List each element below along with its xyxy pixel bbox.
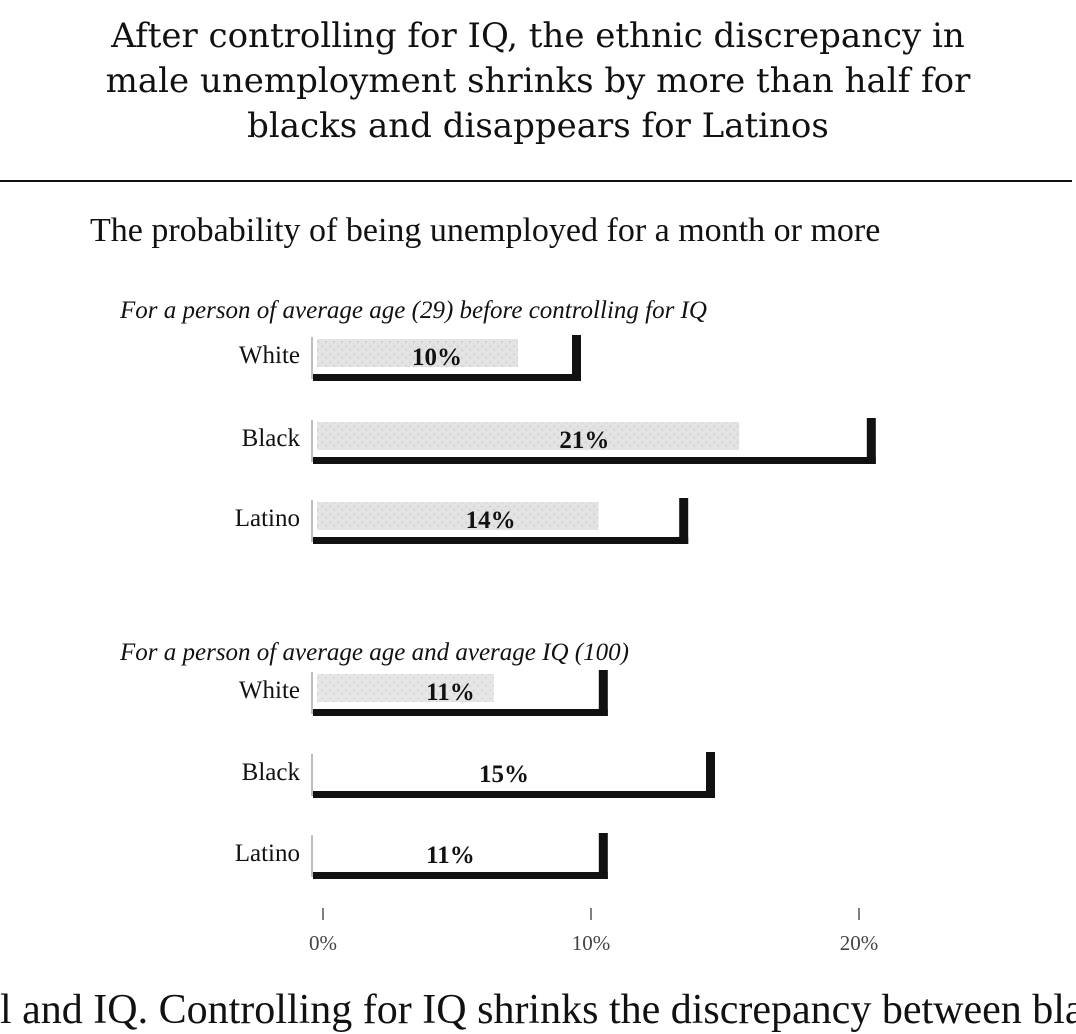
bar-row: Latino 11% [235,833,608,879]
bar-left-edge [311,672,313,714]
category-label: Black [242,425,301,452]
value-label: 21% [559,427,609,454]
bar-row: Black 21% [242,418,876,464]
bar-end-cap [866,418,876,464]
value-label: 11% [426,842,475,869]
bar-row: Black 15% [242,752,715,798]
bar-fill [317,339,518,367]
bar-left-edge [311,420,313,462]
value-label: 11% [426,679,475,706]
bar-fill [317,502,599,530]
category-label: White [239,342,300,369]
tick-label: 20% [840,931,879,955]
bar-group: For a person of average age and average … [119,639,715,879]
chart-headline: After controlling for IQ, the ethnic dis… [0,14,1076,149]
group-title: For a person of average age (29) before … [119,297,707,324]
bar [313,709,608,716]
bar-left-edge [311,754,313,796]
value-label: 10% [412,344,462,371]
bar-end-cap [598,670,608,716]
tick-label: 10% [572,931,611,955]
headline-line-1: After controlling for IQ, the ethnic dis… [111,16,965,56]
bar-end-cap [572,335,581,381]
bar-left-edge [311,835,313,877]
x-axis: 0% 10% 20% [309,908,878,955]
value-label: 15% [479,761,529,788]
bar-fill [317,422,740,450]
bar-end-cap [679,498,689,544]
category-label: White [239,677,300,704]
category-label: Latino [235,505,300,532]
category-label: Black [242,759,301,786]
group-title: For a person of average age and average … [119,639,629,666]
body-text-fragment: l and IQ. Controlling for IQ shrinks the… [0,987,1076,1033]
bar [313,791,715,798]
bar-fill [317,674,494,702]
tick-label: 0% [309,931,337,955]
bar-left-edge [311,500,313,542]
headline-line-2: male unemployment shrinks by more than h… [105,61,971,101]
bar [313,537,689,544]
headline-divider [0,180,1072,182]
headline-line-3: blacks and disappears for Latinos [247,106,829,146]
bar [313,457,876,464]
bar-groups: For a person of average age (29) before … [119,297,876,879]
bar-row: White 10% [239,335,581,381]
bar-left-edge [311,337,313,379]
bar [313,872,608,879]
bar-end-cap [706,752,715,798]
bar-chart: For a person of average age (29) before … [119,297,878,955]
category-label: Latino [235,840,300,867]
chart-title: The probability of being unemployed for … [90,212,881,249]
bar [313,374,581,381]
bar-end-cap [598,833,608,879]
bar-row: Latino 14% [235,498,689,544]
value-label: 14% [466,507,516,534]
bar-group: For a person of average age (29) before … [119,297,876,544]
bar-row: White 11% [239,670,608,716]
